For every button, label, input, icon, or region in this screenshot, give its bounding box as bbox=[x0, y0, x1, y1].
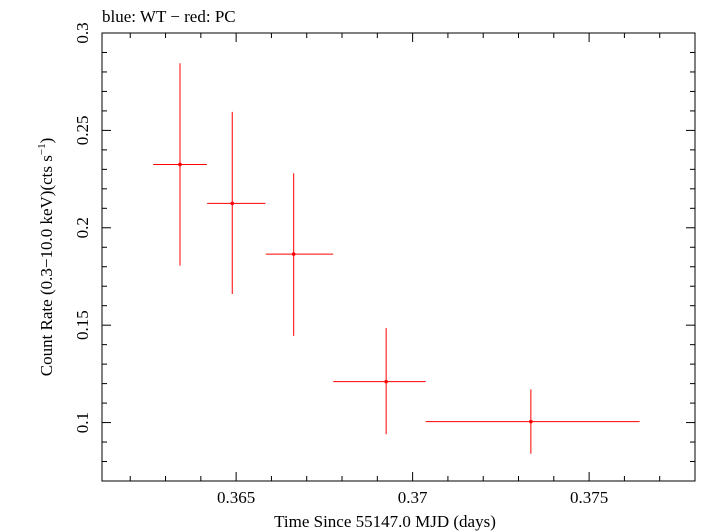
axis-ticks: 0.365 0.37 0.375 0.1 0.15 0.2 0.25 0.3 bbox=[73, 22, 696, 507]
data-point-pc bbox=[333, 328, 426, 435]
data-point-pc bbox=[265, 173, 334, 336]
y-tick-label: 0.25 bbox=[73, 116, 92, 146]
data-marker bbox=[529, 419, 533, 424]
data-point-pc bbox=[425, 389, 640, 454]
data-marker bbox=[291, 252, 296, 256]
x-tick-label: 0.37 bbox=[398, 488, 428, 507]
data-marker bbox=[384, 379, 388, 384]
y-tick-label: 0.1 bbox=[73, 412, 92, 433]
data-marker bbox=[230, 201, 235, 206]
y-axis-label-main: Count Rate (0.3−10.0 keV)(cts s bbox=[37, 155, 56, 376]
x-axis-label: Time Since 55147.0 MJD (days) bbox=[274, 512, 496, 531]
chart-title: blue: WT − red: PC bbox=[102, 7, 236, 26]
data-points bbox=[153, 63, 640, 454]
y-tick-label: 0.2 bbox=[73, 217, 92, 238]
plot-frame bbox=[101, 32, 696, 482]
x-tick-label: 0.365 bbox=[217, 488, 255, 507]
y-tick-label: 0.15 bbox=[73, 310, 92, 340]
x-tick-label: 0.375 bbox=[570, 488, 608, 507]
data-marker bbox=[178, 162, 182, 167]
data-point-pc bbox=[153, 63, 207, 266]
y-tick-label: 0.3 bbox=[73, 22, 92, 43]
data-point-pc bbox=[207, 111, 266, 295]
y-axis-label-end: ) bbox=[37, 138, 56, 144]
y-axis-label-sup: −1 bbox=[36, 143, 48, 155]
y-axis-label: Count Rate (0.3−10.0 keV)(cts s−1) bbox=[36, 138, 56, 377]
